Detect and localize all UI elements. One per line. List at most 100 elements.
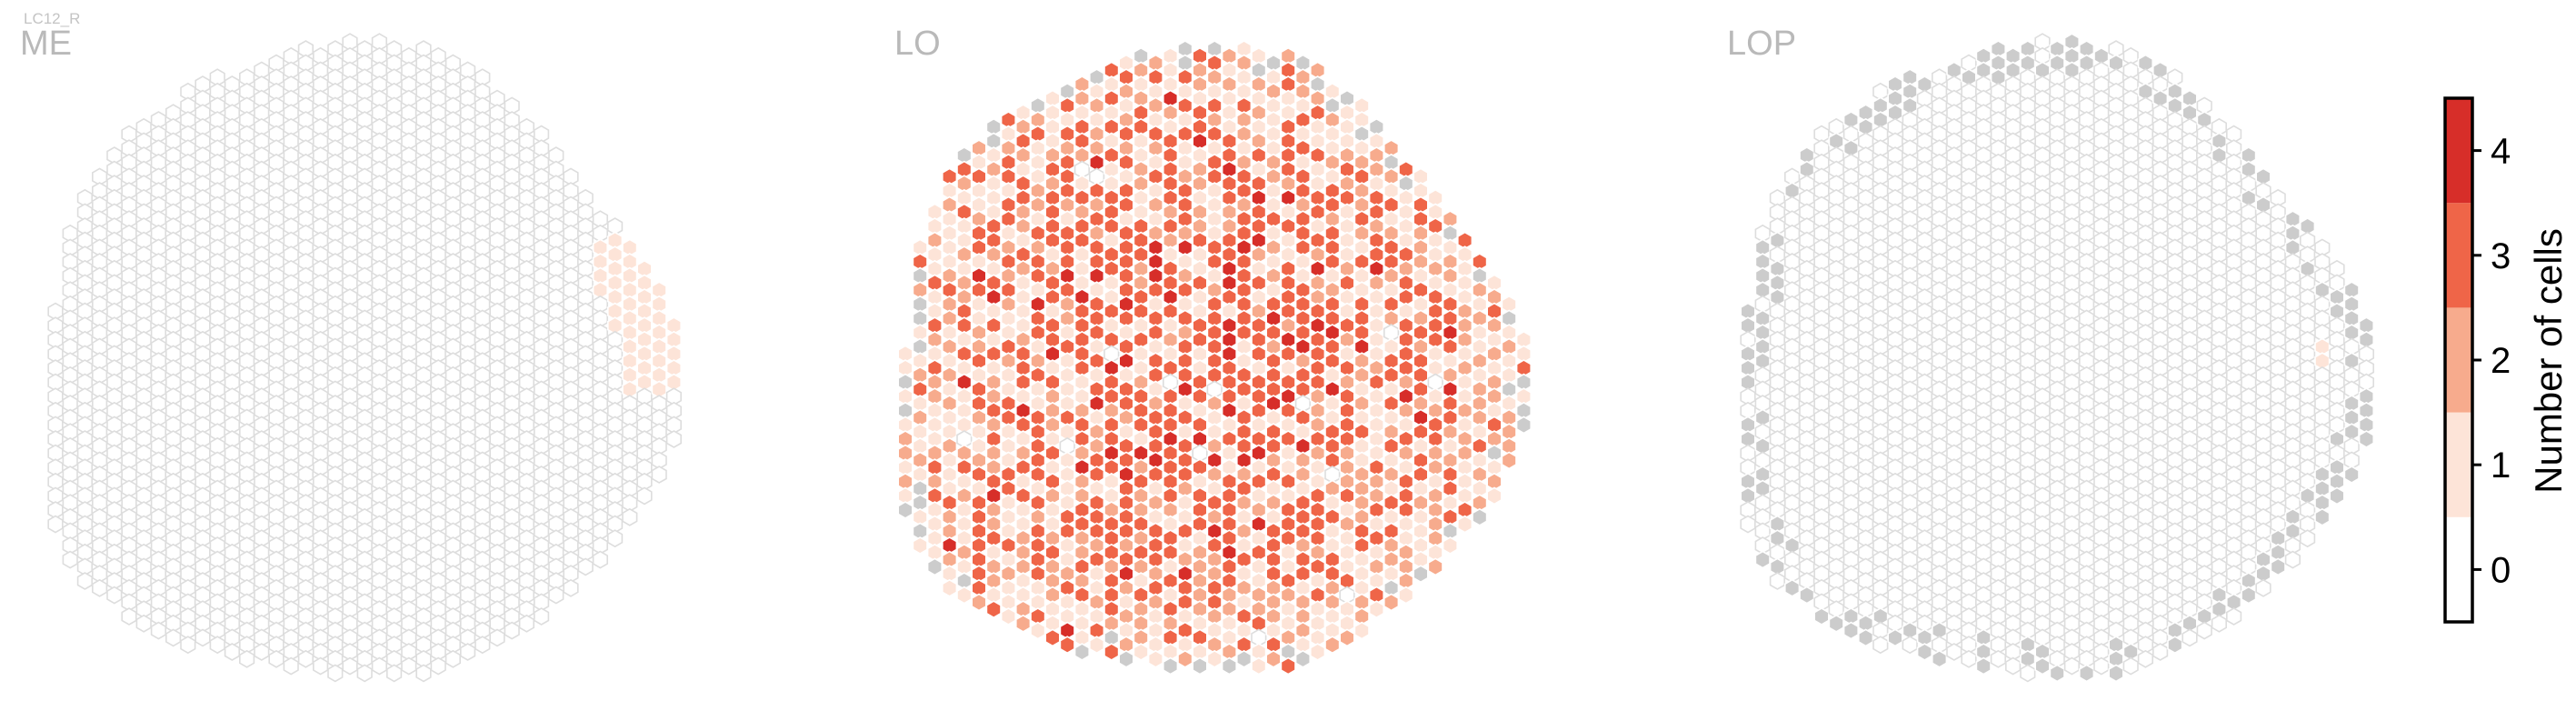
lo-column-hex [1133, 643, 1149, 661]
lop-column-hex [2137, 649, 2153, 668]
colorbar-label: Number of cells [2527, 228, 2570, 494]
lo-column-hex [912, 536, 928, 555]
lop-column-hex [2226, 607, 2242, 626]
lop-column-hex [2241, 586, 2257, 605]
lo-column-hex [1000, 607, 1016, 626]
lo-column-hex [1310, 643, 1326, 661]
panel-title-lop: LOP [1727, 25, 1796, 63]
me-column-hex [415, 664, 432, 683]
me-column-hex [238, 649, 255, 668]
me-column-hex [268, 649, 285, 668]
me-column-hex [577, 557, 594, 576]
colorbar-bin [2445, 307, 2472, 413]
lop-column-hex [1799, 586, 1815, 605]
me-column-hex [327, 664, 344, 683]
me-column-hex [121, 607, 137, 626]
lop-column-hex [2005, 656, 2022, 676]
lop-column-hex [2034, 656, 2051, 676]
lo-column-hex [897, 501, 914, 519]
lop-column-hex [2093, 656, 2110, 676]
me-column-hex [195, 628, 211, 647]
lo-column-hex [1221, 656, 1237, 676]
lo-column-hex [1339, 628, 1355, 647]
me-column-hex [636, 486, 653, 506]
lop-column-hex [1813, 607, 1830, 626]
me-column-hex [459, 643, 476, 661]
lo-column-hex [1044, 628, 1061, 647]
me-column-hex [371, 656, 388, 676]
lo-column-hex [1501, 451, 1517, 470]
colorbar-bin [2445, 203, 2472, 308]
me-column-hex [254, 643, 270, 661]
lo-column-hex [1294, 649, 1311, 668]
lo-column-hex [1118, 649, 1134, 668]
colorbar-tick-label: 2 [2491, 341, 2511, 381]
lo-column-hex [1427, 557, 1443, 576]
me-column-hex [444, 649, 462, 668]
lop-column-hex [1754, 550, 1771, 569]
me-column-hex [62, 550, 78, 569]
lop-column-hex [2108, 664, 2124, 683]
colorbar-tick-label: 1 [2491, 446, 2511, 486]
me-column-hex [385, 664, 403, 683]
lop-column-hex [2343, 466, 2360, 484]
lop-column-hex [2182, 628, 2198, 647]
me-column-hex [665, 430, 683, 448]
lo-column-hex [1265, 649, 1282, 668]
me-column-hex [150, 621, 166, 640]
lo-column-hex [1177, 649, 1193, 668]
me-column-hex [283, 656, 299, 676]
lop-column-hex [2079, 664, 2095, 683]
lo-column-hex [1442, 536, 1458, 555]
lop-column-hex [2300, 529, 2316, 548]
lop-panel [1740, 33, 2374, 683]
me-column-hex [563, 578, 579, 597]
lo-column-hex [1059, 636, 1075, 655]
lo-column-hex [1515, 416, 1532, 435]
me-column-hex [533, 607, 550, 626]
lo-column-hex [1324, 636, 1341, 655]
me-column-hex [76, 572, 93, 590]
lop-column-hex [1975, 656, 1992, 676]
lo-column-hex [926, 557, 943, 576]
me-column-hex [92, 578, 108, 597]
me-column-hex [180, 636, 196, 655]
colorbar-bin [2445, 516, 2472, 622]
lop-column-hex [2314, 507, 2331, 526]
colorbar-tick-label: 3 [2491, 236, 2511, 276]
lop-column-hex [1902, 636, 1918, 655]
lo-column-hex [956, 586, 973, 605]
lo-column-hex [971, 593, 987, 612]
lop-column-hex [2358, 430, 2374, 448]
lop-column-hex [2167, 636, 2183, 655]
lo-column-hex [942, 578, 958, 597]
colorbar-tick-label: 4 [2491, 132, 2511, 172]
lop-column-hex [1932, 649, 1948, 668]
lop-column-hex [2255, 578, 2271, 597]
lo-column-hex [1472, 507, 1488, 526]
lo-column-hex [1103, 643, 1120, 661]
lop-column-hex [2152, 643, 2169, 661]
lo-column-hex [1073, 643, 1090, 661]
lop-column-hex [1961, 649, 1977, 668]
me-column-hex [606, 529, 624, 548]
lop-column-hex [1858, 628, 1874, 647]
lo-column-hex [1398, 586, 1414, 605]
lop-column-hex [2284, 550, 2301, 569]
lo-column-hex [1015, 614, 1032, 633]
lo-column-hex [1486, 486, 1503, 506]
colorbar-bin [2445, 98, 2472, 204]
me-panel [47, 33, 683, 683]
me-column-hex [297, 649, 315, 668]
me-column-hex [165, 628, 182, 647]
lop-column-hex [1946, 643, 1962, 661]
lop-column-hex [1916, 643, 1932, 661]
lo-column-hex [1147, 649, 1163, 668]
colorbar-tick-label: 0 [2491, 550, 2511, 590]
lop-column-hex [2020, 664, 2036, 683]
lop-column-hex [1784, 578, 1801, 597]
lo-column-hex [1236, 649, 1253, 668]
me-column-hex [209, 636, 225, 655]
lop-column-hex [2329, 486, 2345, 506]
